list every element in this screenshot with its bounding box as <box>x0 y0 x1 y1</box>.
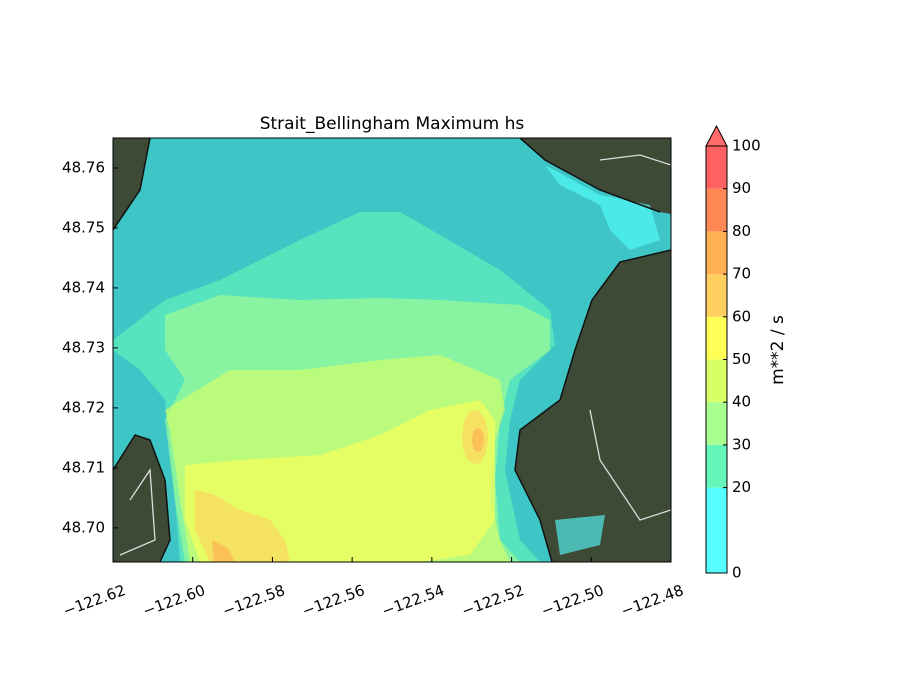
contour-band <box>545 165 660 250</box>
colorbar-tick-label: 80 <box>732 222 751 240</box>
colorbar-label: m**2 / s <box>768 315 788 385</box>
y-tick-label: 48.76 <box>62 158 105 176</box>
y-tick-label: 48.75 <box>62 218 105 236</box>
colorbar-tick-label: 60 <box>732 307 751 325</box>
y-tick-label: 48.70 <box>62 518 105 536</box>
colorbar-tick-label: 90 <box>732 179 751 197</box>
colorbar-segment <box>706 146 727 189</box>
colorbar-tick-label: 30 <box>732 435 751 453</box>
contour-band <box>212 540 235 562</box>
map-area <box>113 138 671 562</box>
colorbar-segment <box>706 402 727 445</box>
colorbar-segment <box>706 359 727 403</box>
x-tick-label: −122.58 <box>220 581 287 620</box>
chart-title: Strait_Bellingham Maximum hs <box>260 114 525 134</box>
colorbar-segment <box>706 274 727 317</box>
colorbar-segment <box>706 231 727 275</box>
colorbar-tick-label: 0 <box>732 564 742 582</box>
coastline <box>113 138 171 562</box>
y-tick-label: 48.74 <box>62 278 105 296</box>
coastline <box>514 138 671 562</box>
colorbar-segment <box>706 444 727 488</box>
plot-frame <box>112 137 672 563</box>
colorbar-segment <box>706 188 727 232</box>
colorbar-frame <box>705 145 728 574</box>
x-tick-label: −122.60 <box>140 581 207 620</box>
roads <box>119 154 671 556</box>
y-tick-label: 48.73 <box>62 338 105 356</box>
x-tick-label: −122.48 <box>619 581 686 620</box>
colorbar-segment <box>706 316 727 360</box>
axes: −122.62 −122.60 −122.58 −122.56 −122.54 −122.… <box>61 124 761 620</box>
y-tick-label: 48.71 <box>62 458 105 476</box>
x-tick-label: −122.50 <box>539 581 606 620</box>
colorbar-tick-label: 20 <box>732 478 751 496</box>
contour-band <box>472 428 484 452</box>
x-tick-label: −122.62 <box>61 581 128 620</box>
colorbar-segment <box>706 487 727 573</box>
x-tick-label: −122.52 <box>459 581 526 620</box>
colorbar-tick-label: 70 <box>732 265 751 283</box>
x-tick-label: −122.54 <box>379 581 446 620</box>
colorbar-extension <box>705 124 728 147</box>
x-tick-label: −122.56 <box>300 581 367 620</box>
colorbar-tick-label: 100 <box>732 137 761 155</box>
y-tick-label: 48.72 <box>62 398 105 416</box>
colorbar-tick-label: 40 <box>732 393 751 411</box>
contour-band <box>555 515 605 555</box>
colorbar-tick-label: 50 <box>732 350 751 368</box>
